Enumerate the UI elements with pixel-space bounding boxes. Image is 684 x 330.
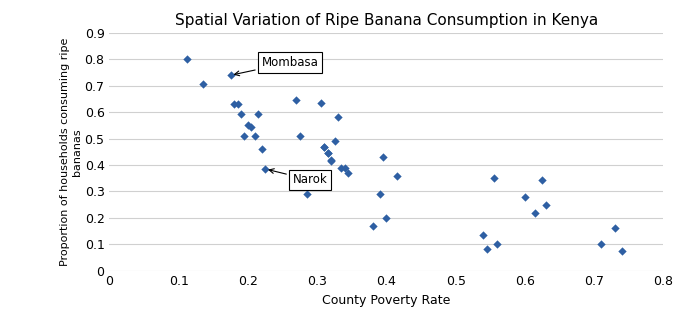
Point <box>488 176 499 181</box>
Point <box>242 123 253 128</box>
Point <box>367 223 378 228</box>
Point <box>302 191 313 197</box>
Point <box>235 111 246 116</box>
Point <box>540 202 551 207</box>
Point <box>315 100 326 106</box>
Point <box>319 144 330 149</box>
Point <box>239 133 250 139</box>
Point <box>381 215 392 220</box>
Point <box>530 210 541 215</box>
Title: Spatial Variation of Ripe Banana Consumption in Kenya: Spatial Variation of Ripe Banana Consump… <box>175 13 598 28</box>
Point <box>520 194 531 199</box>
Point <box>225 73 236 78</box>
Point <box>332 115 343 120</box>
Point <box>326 157 337 162</box>
Point <box>228 102 239 107</box>
Point <box>250 133 261 139</box>
Point <box>298 183 309 189</box>
Point <box>294 133 305 139</box>
Point <box>319 144 330 149</box>
Point <box>596 242 607 247</box>
Point <box>537 177 548 182</box>
Point <box>232 102 243 107</box>
Point <box>181 57 192 62</box>
Text: Narok: Narok <box>269 169 328 186</box>
Point <box>339 165 350 170</box>
Point <box>616 248 627 253</box>
Y-axis label: Proportion of households consuming ripe
bananas: Proportion of households consuming ripe … <box>60 38 82 266</box>
Point <box>492 242 503 247</box>
Point <box>326 158 337 164</box>
Point <box>336 165 347 170</box>
Point <box>253 111 264 116</box>
X-axis label: County Poverty Rate: County Poverty Rate <box>322 294 451 307</box>
Point <box>260 166 271 172</box>
Point <box>256 147 267 152</box>
Point <box>609 226 620 231</box>
Point <box>198 82 209 87</box>
Point <box>478 232 489 238</box>
Point <box>322 150 333 156</box>
Point <box>322 150 333 156</box>
Text: Mombasa: Mombasa <box>235 56 319 76</box>
Point <box>482 247 492 252</box>
Point <box>391 173 402 178</box>
Point <box>343 170 354 176</box>
Point <box>246 124 257 129</box>
Point <box>378 154 389 160</box>
Point <box>329 139 340 144</box>
Point <box>291 98 302 103</box>
Point <box>374 191 385 197</box>
